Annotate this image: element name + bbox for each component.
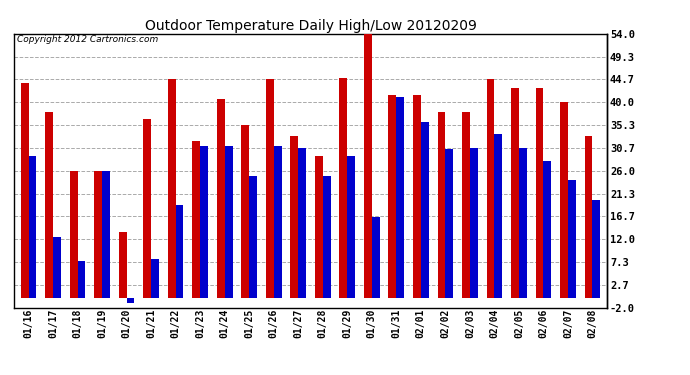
Bar [95, 171, 102, 298]
Bar [193, 141, 200, 298]
Bar [168, 79, 176, 298]
Bar [560, 102, 568, 298]
Bar [544, 161, 551, 298]
Bar [144, 119, 151, 298]
Text: Copyright 2012 Cartronics.com: Copyright 2012 Cartronics.com [17, 35, 158, 44]
Bar [347, 156, 355, 298]
Bar [364, 34, 372, 298]
Bar [200, 146, 208, 298]
Bar [28, 156, 37, 298]
Bar [298, 148, 306, 298]
Bar [486, 79, 495, 298]
Bar [21, 82, 28, 298]
Bar [396, 97, 404, 298]
Bar [151, 259, 159, 298]
Bar [102, 171, 110, 298]
Bar [495, 134, 502, 298]
Bar [176, 205, 184, 298]
Bar [315, 156, 323, 298]
Bar [225, 146, 233, 298]
Bar [290, 136, 298, 298]
Bar [421, 122, 428, 298]
Bar [45, 112, 53, 298]
Bar [470, 148, 477, 298]
Bar [323, 176, 331, 298]
Bar [593, 200, 600, 298]
Bar [413, 95, 421, 298]
Bar [70, 171, 77, 298]
Bar [568, 180, 576, 298]
Bar [372, 217, 380, 298]
Bar [217, 99, 225, 298]
Bar [119, 232, 126, 298]
Bar [274, 146, 282, 298]
Bar [53, 237, 61, 298]
Bar [339, 78, 347, 298]
Bar [249, 176, 257, 298]
Title: Outdoor Temperature Daily High/Low 20120209: Outdoor Temperature Daily High/Low 20120… [145, 19, 476, 33]
Bar [445, 148, 453, 298]
Bar [535, 87, 544, 298]
Bar [437, 112, 445, 298]
Bar [462, 112, 470, 298]
Bar [511, 87, 519, 298]
Bar [266, 79, 274, 298]
Bar [77, 261, 86, 298]
Bar [388, 95, 396, 298]
Bar [584, 136, 593, 298]
Bar [241, 125, 249, 298]
Bar [519, 148, 526, 298]
Bar [126, 298, 135, 303]
